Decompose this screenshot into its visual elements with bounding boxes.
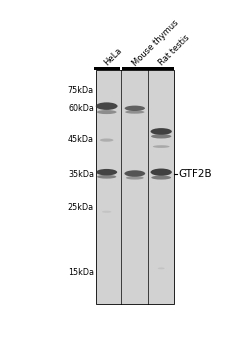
Text: 60kDa: 60kDa	[68, 104, 94, 113]
Bar	[122, 67, 148, 70]
Ellipse shape	[102, 211, 111, 213]
Ellipse shape	[97, 175, 116, 178]
Bar	[94, 67, 119, 70]
Bar	[148, 67, 174, 70]
Ellipse shape	[153, 145, 170, 148]
Ellipse shape	[96, 102, 118, 110]
Ellipse shape	[126, 176, 144, 180]
Text: HeLa: HeLa	[102, 46, 123, 68]
Ellipse shape	[151, 169, 172, 176]
Ellipse shape	[151, 176, 171, 180]
Ellipse shape	[124, 170, 145, 177]
Text: Mouse thymus: Mouse thymus	[130, 18, 180, 68]
Ellipse shape	[125, 106, 145, 111]
Ellipse shape	[100, 139, 114, 142]
Text: Rat testis: Rat testis	[157, 33, 191, 68]
Text: 75kDa: 75kDa	[68, 86, 94, 95]
Ellipse shape	[96, 169, 117, 175]
Text: GTF2B: GTF2B	[179, 169, 212, 179]
Ellipse shape	[151, 128, 172, 135]
Text: 15kDa: 15kDa	[68, 268, 94, 277]
Ellipse shape	[97, 110, 117, 114]
Ellipse shape	[151, 134, 171, 139]
Text: 25kDa: 25kDa	[68, 203, 94, 212]
Bar	[96, 70, 173, 304]
Ellipse shape	[125, 111, 144, 114]
Text: 45kDa: 45kDa	[68, 135, 94, 144]
Ellipse shape	[158, 267, 165, 269]
Text: 35kDa: 35kDa	[68, 169, 94, 178]
